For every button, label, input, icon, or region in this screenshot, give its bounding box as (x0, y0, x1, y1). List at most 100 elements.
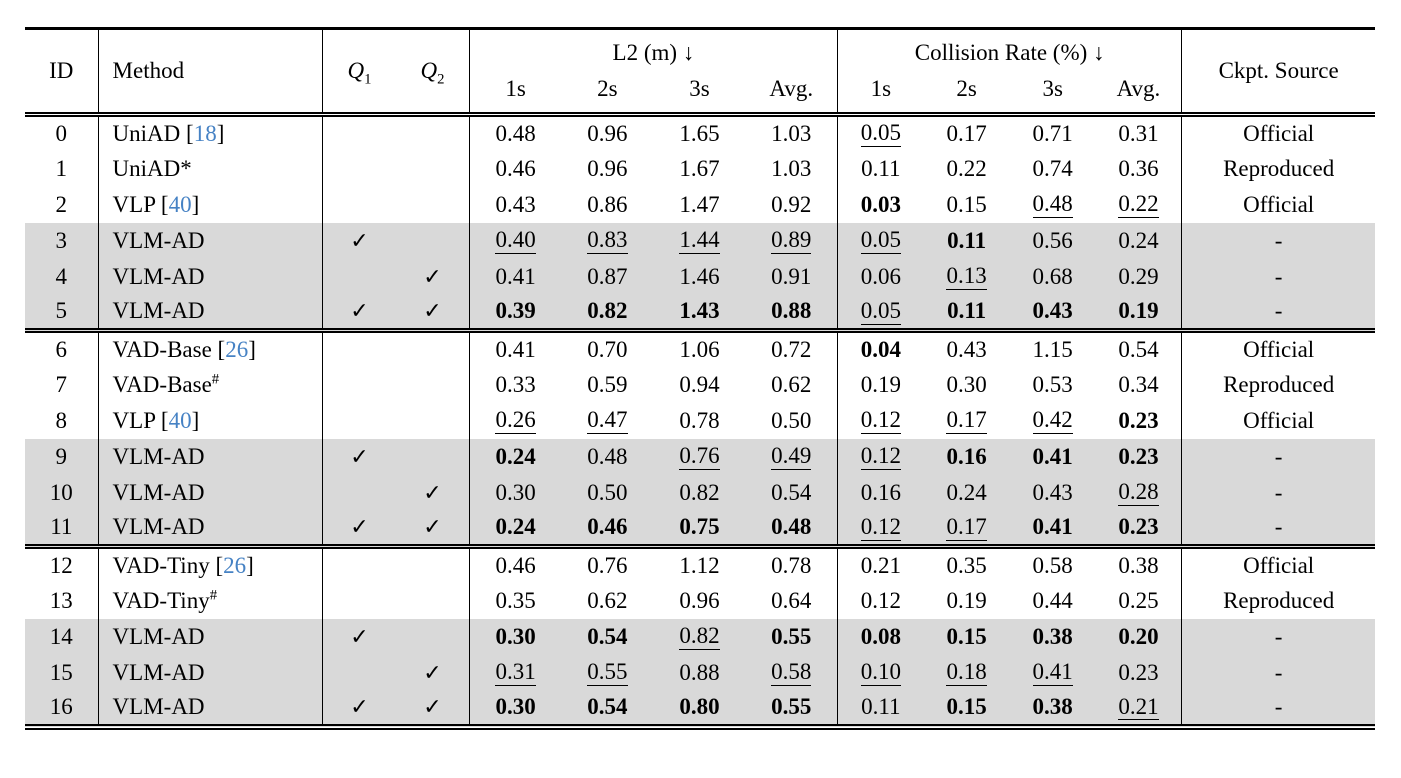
cr-value-3s: 0.44 (1010, 583, 1096, 619)
ckpt-source-cell: - (1274, 263, 1283, 289)
metric-value: 0.30 (495, 694, 536, 719)
row-id: 2 (25, 186, 99, 223)
table-group: 6 VAD-Base [26] 0.41 0.70 1.06 0.72 0.04 0.43 1.… (25, 330, 1375, 547)
metric-value: 0.33 (495, 371, 536, 397)
cr-value-3s: 0.38 (1010, 619, 1096, 655)
l2-value-1s: 0.46 (469, 547, 561, 583)
q1-cell (322, 187, 396, 223)
method-name: VAD-Base (112, 371, 212, 397)
metric-value: 0.46 (495, 552, 536, 578)
metric-value: 0.47 (587, 407, 628, 434)
l2-value-1s: 0.39 (469, 295, 561, 331)
cr-value-1s: 0.05 (838, 115, 924, 151)
cr-value-3s: 0.71 (1010, 115, 1096, 151)
q2-cell (396, 366, 470, 403)
l2-value-2s: 0.96 (561, 151, 653, 187)
metric-value: 0.31 (1118, 120, 1159, 146)
cr-value-3s: 0.58 (1010, 547, 1096, 583)
l2-value-2s: 0.50 (561, 475, 653, 511)
metric-value: 0.23 (1118, 407, 1159, 433)
method-name: VAD-Base (112, 336, 212, 362)
l2-value-1s: 0.31 (469, 655, 561, 691)
method-cell: VLM-AD (98, 618, 323, 655)
l2-value-avg: 0.89 (745, 222, 839, 259)
metric-value: 0.76 (587, 552, 628, 578)
cr-value-1s: 0.11 (838, 151, 924, 187)
cr-value-avg: 0.23 (1095, 402, 1183, 439)
cr-value-2s: 0.13 (924, 259, 1010, 295)
metric-value: 0.15 (946, 191, 987, 217)
l2-value-2s: 0.83 (561, 223, 653, 259)
l2-value-avg: 0.49 (745, 438, 839, 475)
metric-value: 0.78 (771, 552, 812, 578)
cr-value-avg: 0.38 (1095, 546, 1183, 583)
cr-value-2s: 0.22 (924, 151, 1010, 187)
metric-value: 0.24 (495, 443, 536, 469)
metric-value: 0.11 (861, 694, 901, 719)
metric-value: 0.04 (860, 336, 901, 362)
metric-value: 0.23 (1118, 443, 1159, 469)
col-header-ckpt-source: Ckpt. Source (1218, 58, 1339, 83)
q2-cell (396, 114, 470, 151)
citation-link[interactable]: 40 (168, 407, 192, 433)
metric-value: 0.48 (771, 514, 812, 540)
l2-value-2s: 0.59 (561, 367, 653, 403)
cr-value-2s: 0.16 (924, 439, 1010, 475)
l2-value-3s: 1.44 (653, 223, 745, 259)
q1-cell (322, 475, 396, 511)
metric-value: 1.67 (679, 155, 720, 181)
col-header-l2-1s: 1s (505, 75, 526, 101)
metric-value: 0.96 (587, 155, 628, 181)
ckpt-source-cell: - (1274, 694, 1283, 719)
citation-link[interactable]: 26 (223, 552, 247, 578)
metric-value: 0.89 (771, 227, 812, 254)
q1-cell (322, 115, 396, 151)
cr-value-avg: 0.19 (1095, 294, 1183, 331)
metric-value: 0.82 (679, 479, 720, 505)
cr-value-2s: 0.15 (924, 187, 1010, 223)
q1-cell (322, 367, 396, 403)
metric-value: 0.29 (1118, 263, 1159, 289)
metric-value: 0.88 (771, 298, 812, 324)
ckpt-source-cell: Reproduced (1223, 587, 1335, 613)
q2-letter: Q (420, 58, 438, 83)
table-row: 15 VLM-AD ✓ 0.31 0.55 0.88 0.58 0.10 0.18 0.41 0.2… (25, 654, 1375, 691)
l2-value-2s: 0.86 (561, 187, 653, 223)
metric-value: 0.23 (1118, 659, 1159, 685)
cr-value-3s: 0.56 (1010, 223, 1096, 259)
method-name: VLM-AD (112, 479, 205, 505)
cr-value-1s: 0.06 (838, 259, 924, 295)
citation-link[interactable]: 26 (225, 336, 249, 362)
col-header-cr-3s: 3s (1042, 75, 1063, 101)
table-group: 0 UniAD [18] 0.48 0.96 1.65 1.03 0.05 0.17 0.71 0… (25, 114, 1375, 331)
cr-value-1s: 0.03 (838, 187, 924, 223)
method-name: VLP (112, 407, 156, 433)
col-header-cr-avg: Avg. (1095, 75, 1183, 115)
table-row: 1 UniAD* 0.46 0.96 1.67 1.03 0.11 0.22 0.74 0.36 R… (25, 150, 1375, 187)
metric-value: 0.24 (495, 514, 536, 540)
q2-cell: ✓ (396, 474, 470, 511)
metric-value: 0.17 (946, 120, 987, 146)
method-cell: VAD-Tiny# (98, 582, 323, 619)
cr-value-3s: 1.15 (1010, 331, 1096, 367)
cr-value-avg: 0.29 (1095, 258, 1183, 295)
cr-value-3s: 0.43 (1010, 295, 1096, 331)
l2-value-2s: 0.70 (561, 331, 653, 367)
citation-link[interactable]: 40 (168, 191, 192, 217)
method-cell: VLM-AD (98, 438, 323, 475)
metric-value: 0.48 (1032, 191, 1073, 218)
col-header-id: ID (25, 28, 99, 115)
metric-value: 0.17 (946, 407, 987, 434)
q2-cell (396, 186, 470, 223)
metric-value: 0.55 (771, 623, 812, 649)
row-id: 14 (25, 618, 99, 655)
metric-value: 0.28 (1118, 479, 1159, 506)
table-row: 12 VAD-Tiny [26] 0.46 0.76 1.12 0.78 0.21 0.35 0… (25, 546, 1375, 583)
cr-value-2s: 0.43 (924, 331, 1010, 367)
table-row: 11 VLM-AD ✓ ✓ 0.24 0.46 0.75 0.48 0.12 0.17 0.41 0.… (25, 510, 1375, 547)
citation-link[interactable]: 18 (193, 120, 217, 146)
cr-value-1s: 0.11 (838, 691, 924, 727)
metric-value: 0.96 (679, 587, 720, 613)
metric-value: 0.76 (679, 443, 720, 470)
q1-subscript: 1 (364, 71, 372, 88)
